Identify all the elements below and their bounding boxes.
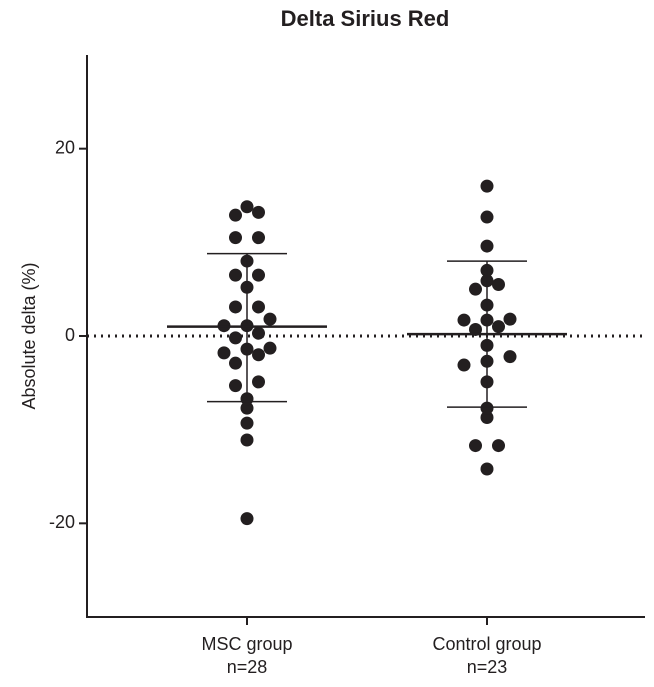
chart-title: Delta Sirius Red (281, 6, 450, 31)
data-point (240, 401, 254, 415)
data-point (229, 231, 242, 245)
data-point (480, 179, 494, 193)
data-point (263, 312, 277, 326)
data-point (480, 462, 494, 476)
data-point (252, 326, 265, 340)
data-point (469, 439, 482, 453)
data-point (252, 375, 265, 389)
data-point (480, 410, 494, 424)
data-point (457, 358, 471, 372)
data-point (229, 208, 242, 222)
data-point (252, 205, 265, 219)
y-tick-label: -20 (49, 512, 75, 532)
data-point (252, 348, 265, 362)
data-point (503, 312, 517, 326)
data-point (492, 320, 505, 334)
data-point (252, 231, 265, 245)
data-point (480, 401, 494, 415)
data-point (469, 282, 482, 296)
data-point (240, 433, 254, 447)
data-point (229, 300, 242, 314)
x-tick-label: MSC group (201, 634, 292, 654)
data-point (252, 268, 265, 282)
data-point (252, 300, 265, 314)
x-tick-sublabel: n=23 (467, 657, 508, 677)
data-point (263, 341, 277, 355)
data-point (217, 346, 231, 360)
data-point (503, 350, 517, 364)
data-point (240, 416, 254, 430)
y-tick-label: 0 (65, 325, 75, 345)
y-axis-label: Absolute delta (%) (19, 262, 39, 409)
data-point (229, 331, 242, 345)
data-point (480, 210, 494, 224)
y-tick-label: 20 (55, 137, 75, 157)
data-point (469, 322, 482, 336)
x-tick-label: Control group (432, 634, 541, 654)
x-tick-sublabel: n=28 (227, 657, 268, 677)
data-point (229, 356, 242, 370)
data-point (240, 512, 254, 526)
data-point (480, 239, 494, 253)
data-point (229, 268, 242, 282)
data-point (229, 379, 242, 393)
data-point (492, 439, 505, 453)
data-point (240, 200, 254, 214)
data-point (457, 313, 471, 327)
data-point (492, 277, 505, 291)
